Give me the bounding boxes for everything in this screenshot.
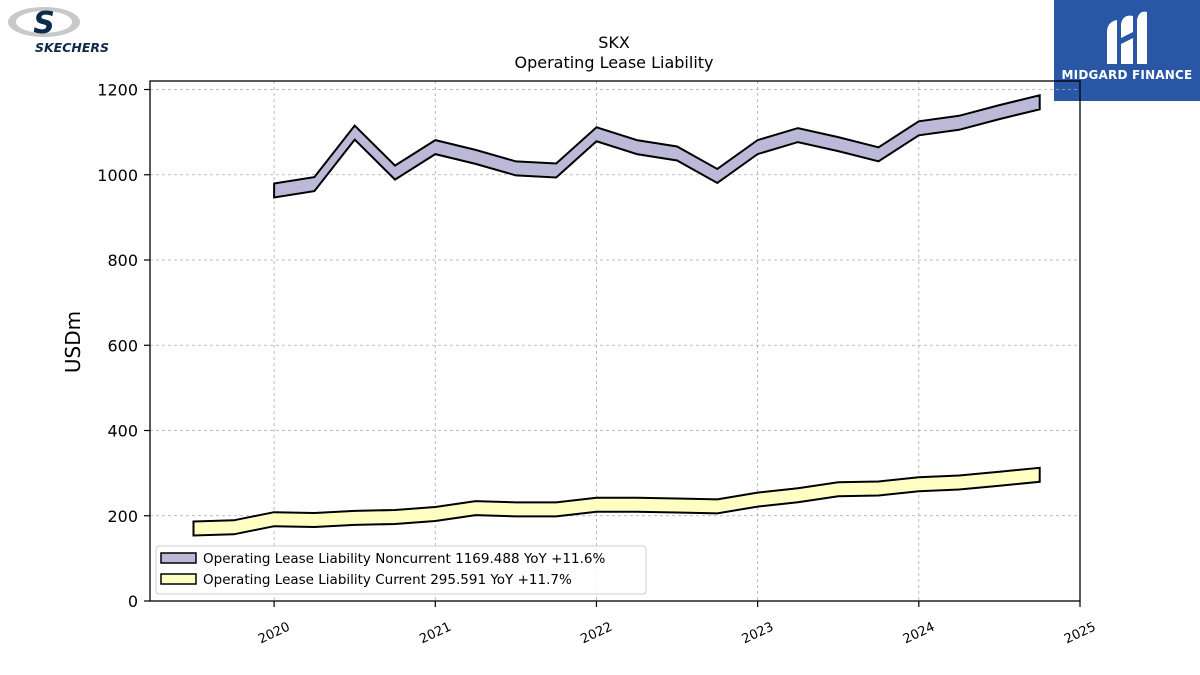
plot-frame [149,80,1081,602]
y-tick-label: 0 [128,592,138,611]
x-tick-label: 2020 [256,620,292,648]
skechers-logo: S SKECHERS [4,4,140,56]
y-tick-label: 800 [107,251,138,270]
legend-entry: Operating Lease Liability Current 295.59… [203,572,572,588]
midgard-m-logo-icon [1107,11,1147,64]
y-tick-label: 200 [107,507,138,526]
series-current-ribbon [192,466,1041,537]
y-tick-label: 1000 [97,166,138,185]
chart-subtitle: Operating Lease Liability [514,53,713,72]
legend-entry: Operating Lease Liability Noncurrent 116… [203,551,605,567]
series-noncurrent-ribbon [273,94,1041,199]
legend-swatch [160,552,197,564]
x-tick-label: 2022 [579,620,615,648]
legend: Operating Lease Liability Noncurrent 116… [155,545,647,595]
midgard-finance-logo: MIDGARD FINANCE [1054,0,1200,101]
legend-swatch [160,573,197,585]
x-tick-label: 2021 [417,620,453,648]
y-tick-label: 600 [107,336,138,355]
series-layer [192,94,1041,537]
x-tick-label: 2025 [1062,620,1098,648]
chart-title: SKX [598,33,630,52]
x-tick-label: 2023 [740,620,776,648]
x-tick-label: 2024 [901,620,937,648]
legend-box [155,545,647,595]
y-tick-label: 1200 [97,81,138,100]
y-axis-label: USDm [61,311,85,373]
skechers-wordmark: SKECHERS [35,40,109,55]
y-tick-label: 400 [107,422,138,441]
midgard-wordmark: MIDGARD FINANCE [1061,68,1193,82]
svg-text:S: S [33,6,55,41]
